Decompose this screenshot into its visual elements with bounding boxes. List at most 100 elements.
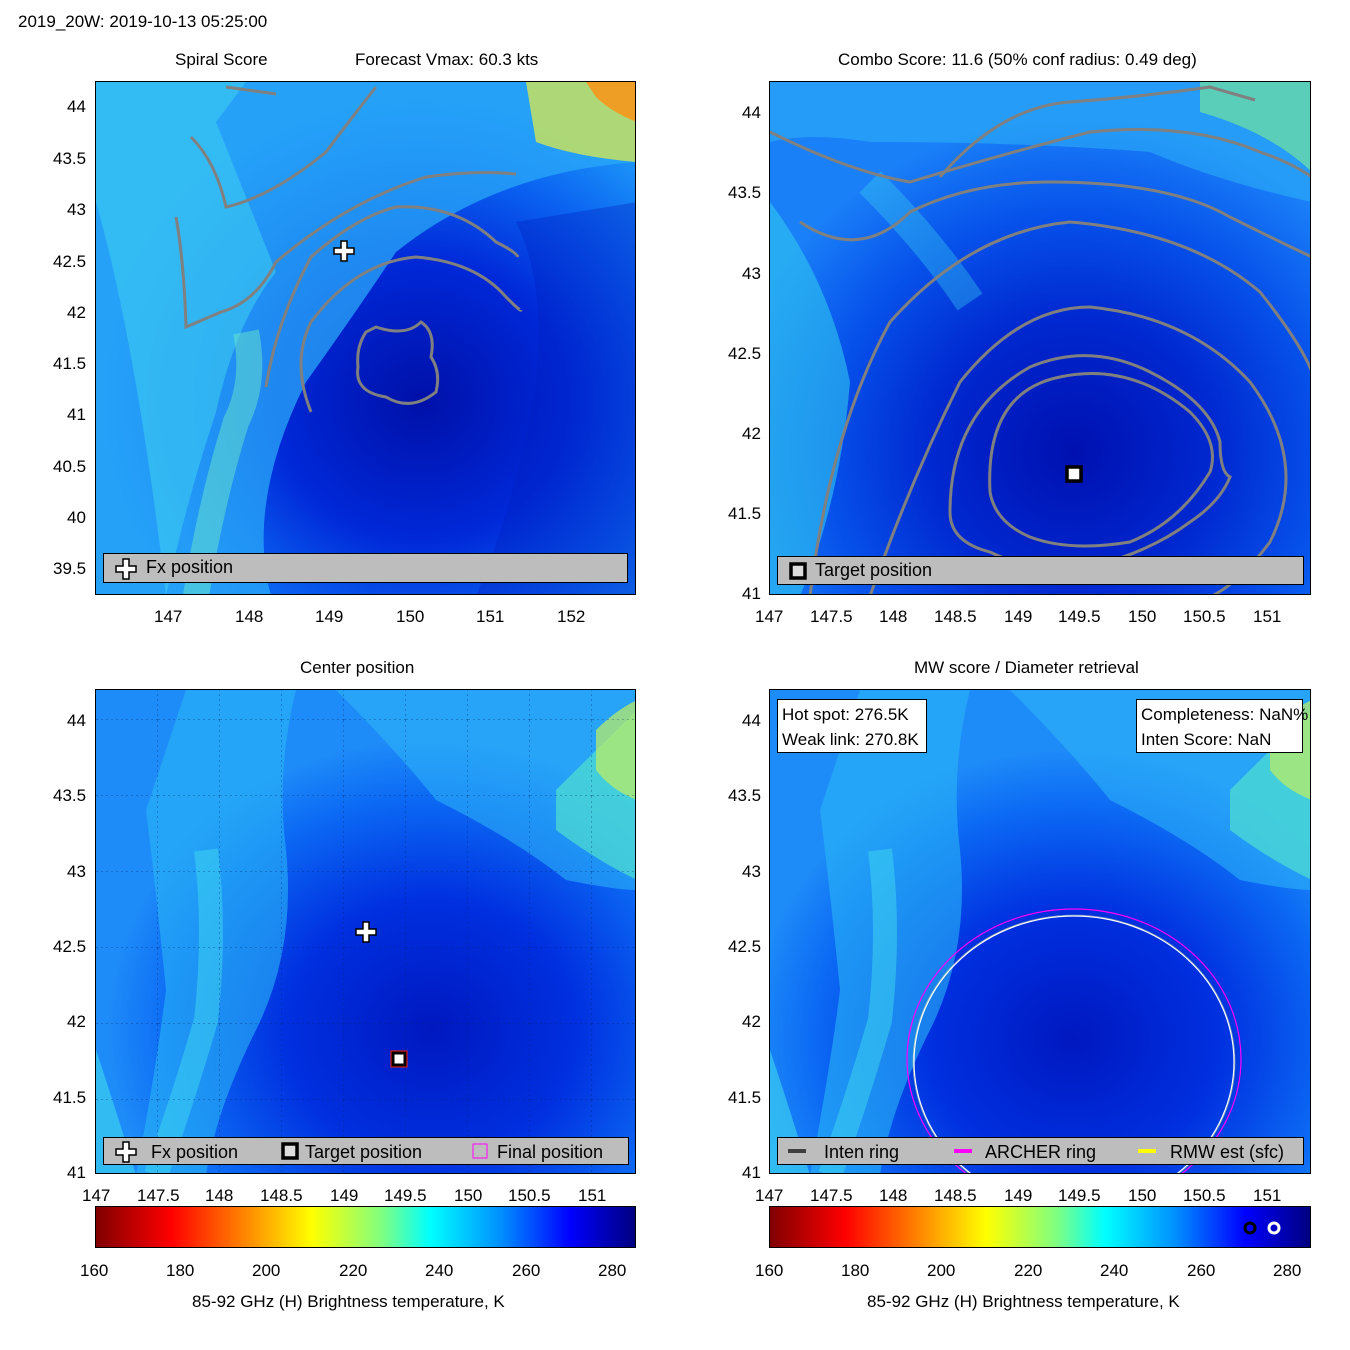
xtick: 150.5 <box>1183 607 1226 626</box>
inten-score-text: Inten Score: NaN <box>1141 730 1272 749</box>
cbar-tick: 260 <box>1187 1261 1216 1280</box>
xtick: 148.5 <box>260 1186 303 1205</box>
xtick: 150 <box>454 1186 483 1205</box>
xtick: 149.5 <box>1058 1186 1101 1205</box>
cbar-tick: 220 <box>1014 1261 1043 1280</box>
xtick: 151 <box>1253 1186 1282 1205</box>
cbar-tick: 220 <box>339 1261 368 1280</box>
spiral-plot <box>96 82 635 594</box>
rmw-line-icon <box>1138 1149 1156 1153</box>
ytick: 41 <box>67 1163 86 1182</box>
ytick: 44 <box>742 103 761 122</box>
cbar-tick: 280 <box>598 1261 627 1280</box>
ytick: 40.5 <box>53 457 87 476</box>
center-fx-marker <box>355 921 377 943</box>
xtick: 147.5 <box>810 607 853 626</box>
ytick: 43 <box>742 862 761 881</box>
weak-link-marker-icon <box>1243 1221 1257 1235</box>
mw-plot <box>770 690 1310 1173</box>
ytick: 42 <box>742 1012 761 1031</box>
hot-spot-text: Hot spot: 276.5K <box>782 705 909 724</box>
xtick: 150.5 <box>1183 1186 1226 1205</box>
square-marker-icon <box>789 562 807 580</box>
ytick: 39.5 <box>53 559 87 578</box>
spiral-vmax: Forecast Vmax: 60.3 kts <box>355 50 539 69</box>
combo-legend: Target position <box>777 556 1304 585</box>
legend-inten-ring: Inten ring <box>824 1142 900 1162</box>
ytick: 43 <box>67 200 86 219</box>
cross-icon <box>115 1141 137 1163</box>
archer-ring-line-icon <box>954 1149 972 1153</box>
colorbar-right <box>769 1206 1311 1248</box>
cbar-tick: 160 <box>755 1261 784 1280</box>
ytick: 42.5 <box>53 252 87 271</box>
ytick: 43 <box>67 862 86 881</box>
xtick: 151 <box>578 1186 607 1205</box>
ytick: 41.5 <box>53 354 87 373</box>
cbar-tick: 200 <box>252 1261 281 1280</box>
xtick: 150 <box>1128 607 1157 626</box>
mw-hotspot-box: Hot spot: 276.5K Weak link: 270.8K <box>777 699 927 753</box>
xtick: 149 <box>1004 1186 1033 1205</box>
ytick: 42.5 <box>53 937 87 956</box>
ytick: 43 <box>742 264 761 283</box>
combo-title: Combo Score: 11.6 (50% conf radius: 0.49… <box>838 50 1197 69</box>
ytick: 44 <box>742 711 761 730</box>
center-title: Center position <box>300 658 415 677</box>
ytick: 40 <box>67 508 86 527</box>
ytick: 42 <box>67 303 86 322</box>
xtick: 149 <box>315 607 344 626</box>
weak-link-text: Weak link: 270.8K <box>782 730 919 749</box>
ytick: 43.5 <box>53 149 87 168</box>
xtick: 148.5 <box>934 607 977 626</box>
mw-panel: Hot spot: 276.5K Weak link: 270.8K Compl… <box>769 689 1311 1174</box>
ytick: 41 <box>67 405 86 424</box>
ytick: 43.5 <box>728 786 762 805</box>
xtick: 147 <box>755 607 784 626</box>
ytick: 41 <box>742 1163 761 1182</box>
ytick: 44 <box>67 97 86 116</box>
ytick: 42.5 <box>728 344 762 363</box>
combo-panel: Target position <box>769 81 1311 595</box>
xtick: 150 <box>396 607 425 626</box>
final-square-icon <box>472 1143 488 1159</box>
header-title: 2019_20W: 2019-10-13 05:25:00 <box>18 12 268 31</box>
xtick: 148 <box>235 607 264 626</box>
combo-plot <box>770 82 1310 594</box>
center-panel: Fx position Target position Final positi… <box>95 689 636 1174</box>
ytick: 41 <box>742 584 761 603</box>
ytick: 41.5 <box>728 1088 762 1107</box>
xtick: 149 <box>330 1186 359 1205</box>
xtick: 152 <box>557 607 586 626</box>
spiral-panel: Fx position <box>95 81 636 595</box>
xtick: 150 <box>1128 1186 1157 1205</box>
spiral-legend: Fx position <box>103 553 628 583</box>
center-plot <box>96 690 635 1173</box>
cbar-tick: 260 <box>512 1261 541 1280</box>
completeness-text: Completeness: NaN% <box>1141 705 1309 724</box>
rmw-ring <box>913 915 1235 1173</box>
ytick: 41.5 <box>53 1088 87 1107</box>
center-target-marker <box>390 1050 408 1068</box>
mw-completeness-box: Completeness: NaN% Inten Score: NaN <box>1136 699 1309 753</box>
xtick: 148 <box>879 1186 908 1205</box>
ytick: 43.5 <box>728 183 762 202</box>
xtick: 148.5 <box>934 1186 977 1205</box>
xtick: 149.5 <box>384 1186 427 1205</box>
xtick: 148 <box>879 607 908 626</box>
xtick: 149 <box>1004 607 1033 626</box>
xtick: 147.5 <box>810 1186 853 1205</box>
cbar-tick: 280 <box>1273 1261 1302 1280</box>
xtick: 151 <box>1253 607 1282 626</box>
colorbar-right-label: 85-92 GHz (H) Brightness temperature, K <box>867 1292 1180 1311</box>
xtick: 147 <box>755 1186 784 1205</box>
legend-final-label: Final position <box>497 1142 604 1162</box>
xtick: 147 <box>154 607 183 626</box>
ytick: 43.5 <box>53 786 87 805</box>
cbar-tick: 240 <box>1100 1261 1129 1280</box>
hot-spot-marker-icon <box>1267 1221 1281 1235</box>
cbar-tick: 160 <box>80 1261 109 1280</box>
combo-target-marker <box>1065 465 1083 483</box>
mw-legend: Inten ring ARCHER ring RMW est (sfc) <box>777 1137 1304 1165</box>
square-marker-icon <box>281 1142 299 1160</box>
